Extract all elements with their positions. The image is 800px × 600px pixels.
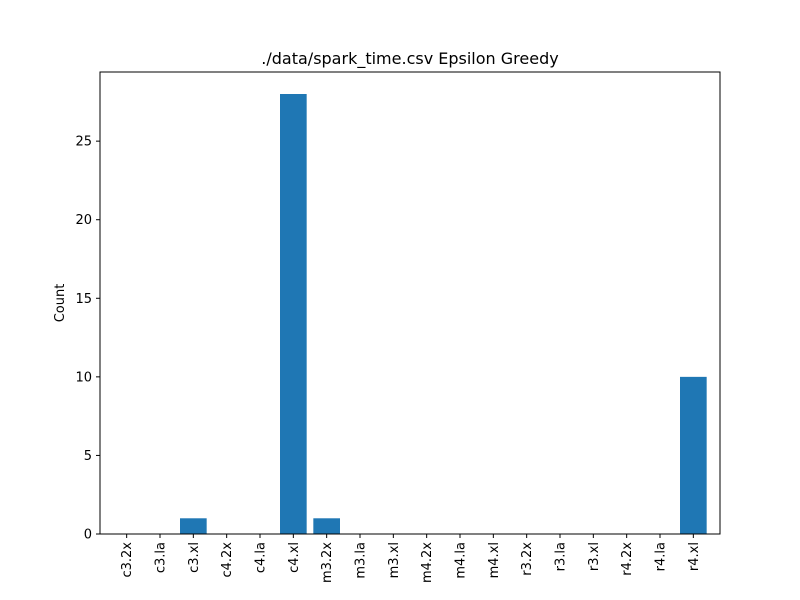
x-tick-label: m3.xl — [387, 542, 402, 578]
x-tick-label: r3.2x — [520, 542, 535, 576]
x-tick-label: m4.la — [454, 542, 469, 579]
y-tick-label: 5 — [84, 449, 92, 464]
x-tick-label: m3.2x — [320, 542, 335, 583]
x-tick-label: c3.2x — [120, 542, 135, 578]
bar-c3.xl — [180, 518, 207, 534]
y-tick-label: 0 — [84, 528, 92, 543]
x-tick-label: c4.2x — [220, 542, 235, 578]
bar-c4.xl — [280, 94, 307, 534]
y-tick-label: 25 — [75, 135, 92, 150]
x-tick-label: r3.xl — [587, 542, 602, 571]
x-tick-label: r4.xl — [687, 542, 702, 571]
bars-group — [180, 94, 707, 534]
y-tick-label: 10 — [75, 370, 92, 385]
y-axis: 0 5 10 15 20 25 — [75, 135, 100, 543]
x-tick-label: c3.xl — [187, 542, 202, 573]
x-tick-label: m4.xl — [487, 542, 502, 578]
chart-title: ./data/spark_time.csv Epsilon Greedy — [261, 49, 558, 69]
y-axis-label: Count — [53, 284, 68, 323]
x-axis: c3.2x c3.la c3.xl c4.2x c4.la c4.xl m3.2x m3.la… — [120, 534, 702, 583]
x-tick-label: c4.la — [254, 542, 269, 573]
plot-frame — [99, 71, 721, 535]
bar-r4.xl — [680, 376, 707, 534]
x-tick-label: r3.la — [554, 542, 569, 571]
x-tick-label: r4.2x — [620, 542, 635, 576]
x-tick-label: r4.la — [654, 542, 669, 571]
x-tick-label: m3.la — [354, 542, 369, 579]
x-tick-label: m4.2x — [420, 542, 435, 583]
y-tick-label: 15 — [75, 292, 92, 307]
x-tick-label: c3.la — [154, 542, 169, 573]
bar-m3.2x — [313, 518, 340, 534]
y-tick-label: 20 — [75, 213, 92, 228]
x-tick-label: c4.xl — [287, 542, 302, 573]
